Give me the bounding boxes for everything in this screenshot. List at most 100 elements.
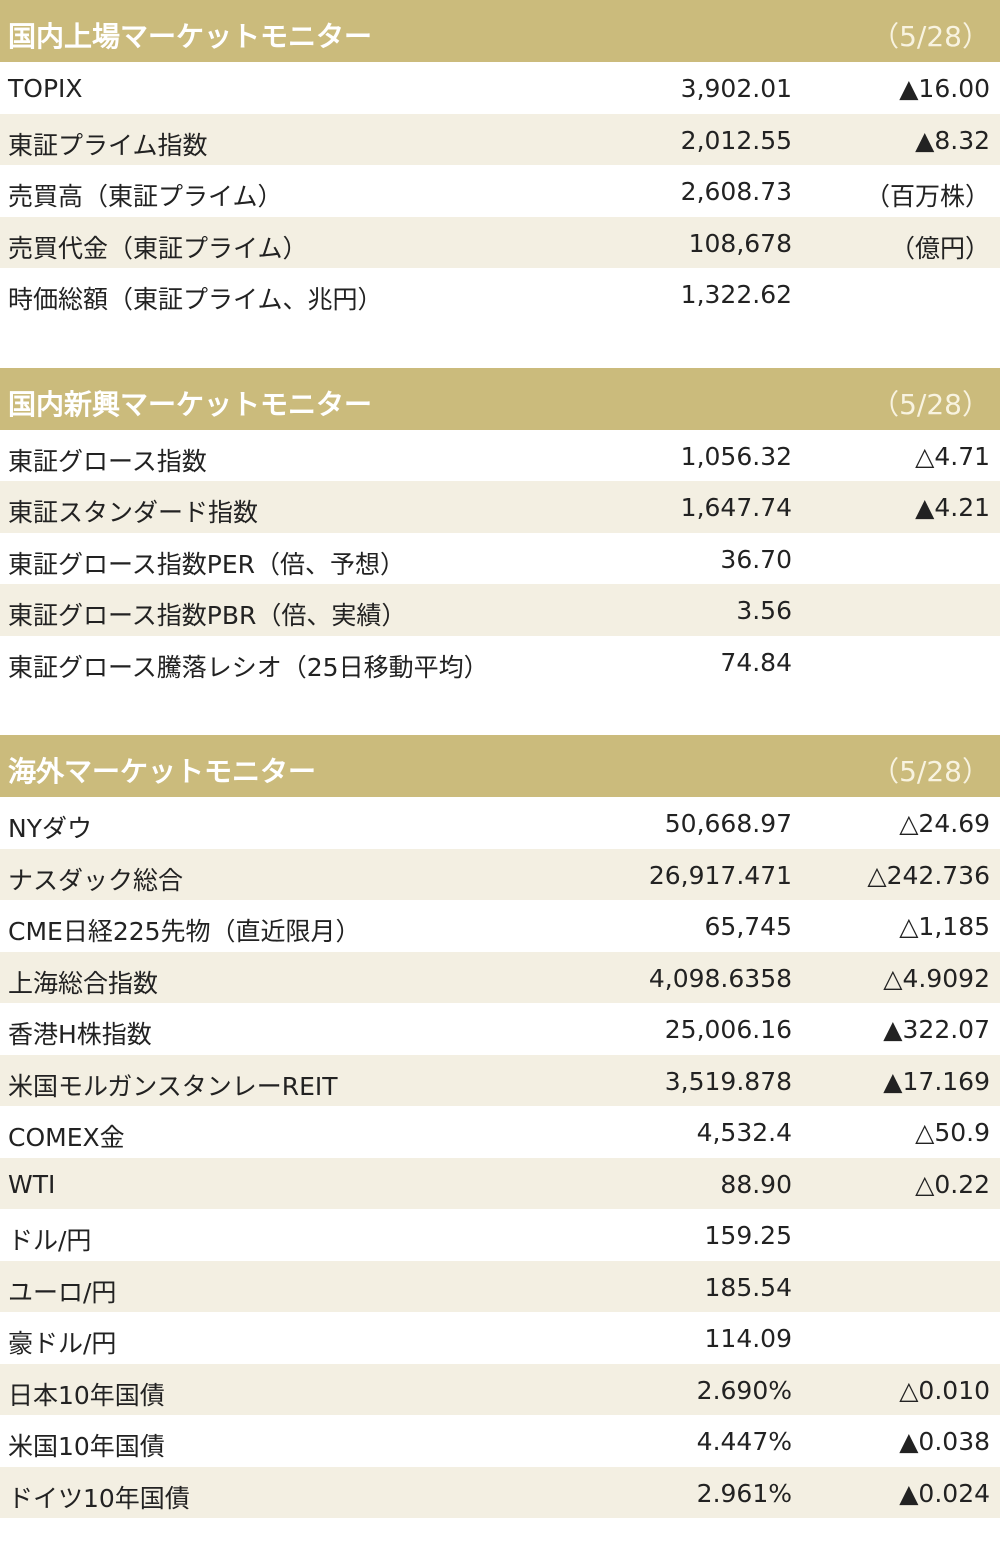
- table-row: 東証プライム指数 2,012.55 ▲8.32: [0, 113, 1000, 165]
- row-change: （百万株）: [864, 182, 990, 211]
- row-value: 2,012.55: [680, 125, 792, 155]
- row-value: 4,098.6358: [648, 963, 792, 993]
- row-label: CME日経225先物（直近限月）: [8, 917, 361, 946]
- table-row: COMEX金 4,532.4 △50.9: [0, 1106, 1000, 1158]
- row-value: 4.447%: [696, 1427, 792, 1456]
- row-value: 25,006.16: [664, 1015, 792, 1044]
- table-row: 香港H株指数 25,006.16 ▲322.07: [0, 1003, 1000, 1055]
- row-label: 売買代金（東証プライム）: [8, 233, 308, 263]
- table-row: 東証グロース指数PBR（倍、実績） 3.56: [0, 584, 1000, 636]
- table-row: 売買代金（東証プライム） 108,678 （億円）: [0, 216, 1000, 268]
- row-value: 108,678: [688, 228, 792, 258]
- table-row: TOPIX 3,902.01 ▲16.00: [0, 62, 1000, 114]
- row-change: △50.9: [915, 1118, 990, 1147]
- row-value: 4,532.4: [696, 1118, 792, 1147]
- row-value: 50,668.97: [664, 809, 792, 838]
- row-label: 東証グロース指数: [8, 446, 207, 476]
- row-value: 2.961%: [696, 1478, 792, 1508]
- table-row: ユーロ/円 185.54: [0, 1260, 1000, 1312]
- section-date: （5/28）: [871, 755, 990, 788]
- row-label: ユーロ/円: [8, 1277, 117, 1307]
- row-label: 上海総合指数: [8, 968, 159, 998]
- row-label: 東証グロース指数PBR（倍、実績）: [8, 601, 407, 630]
- section-date: （5/28）: [871, 20, 990, 53]
- section-date: （5/28）: [871, 387, 990, 421]
- row-value: 1,056.32: [680, 441, 792, 471]
- row-value: 3.56: [736, 596, 792, 625]
- section: 国内新興マーケットモニター （5/28） 東証グロース指数 1,056.32 △4.71…: [0, 367, 1000, 688]
- row-value: 1,647.74: [680, 493, 792, 522]
- table-row: WTI 88.90 △0.22: [0, 1157, 1000, 1209]
- section-header: 国内上場マーケットモニター （5/28）: [0, 0, 1000, 62]
- row-label: 米国モルガンスタンレーREIT: [8, 1071, 338, 1101]
- row-label: 日本10年国債: [8, 1380, 165, 1410]
- table-row: 売買高（東証プライム） 2,608.73 （百万株）: [0, 165, 1000, 217]
- row-value: 2,608.73: [680, 177, 792, 206]
- table-row: 豪ドル/円 114.09: [0, 1312, 1000, 1364]
- table-row: 米国10年国債 4.447% ▲0.038: [0, 1415, 1000, 1467]
- row-change: ▲0.024: [899, 1478, 990, 1508]
- row-change: ▲0.038: [899, 1427, 990, 1456]
- table-row: 東証グロース指数PER（倍、予想） 36.70: [0, 533, 1000, 585]
- table-row: ナスダック総合 26,917.471 △242.736: [0, 848, 1000, 900]
- section-title: 海外マーケットモニター: [8, 755, 317, 788]
- row-label: 東証スタンダード指数: [8, 498, 259, 527]
- row-change: △4.71: [915, 441, 990, 471]
- row-label: 時価総額（東証プライム、兆円）: [8, 285, 383, 314]
- row-value: 2.690%: [696, 1375, 792, 1405]
- section-title: 国内上場マーケットモニター: [8, 20, 373, 53]
- row-label: ナスダック総合: [8, 865, 184, 895]
- row-label: TOPIX: [8, 74, 83, 103]
- row-change: ▲322.07: [883, 1015, 990, 1044]
- row-label: 東証グロース騰落レシオ（25日移動平均）: [8, 652, 489, 682]
- row-value: 3,519.878: [664, 1066, 792, 1096]
- row-value: 159.25: [704, 1221, 792, 1250]
- section-header: 国内新興マーケットモニター （5/28）: [0, 367, 1000, 430]
- row-change: ▲17.169: [883, 1066, 990, 1096]
- row-change: △4.9092: [883, 963, 990, 993]
- row-change: △1,185: [899, 912, 990, 941]
- row-value: 1,322.62: [680, 280, 792, 309]
- row-value: 185.54: [704, 1272, 792, 1302]
- row-value: 88.90: [720, 1169, 792, 1199]
- row-change: （億円）: [889, 233, 990, 263]
- row-label: 香港H株指数: [8, 1020, 152, 1049]
- row-change: ▲8.32: [915, 125, 990, 155]
- row-change: △0.010: [899, 1375, 990, 1405]
- row-label: 売買高（東証プライム）: [8, 182, 283, 211]
- section-title: 国内新興マーケットモニター: [8, 387, 373, 421]
- table-row: 東証グロース騰落レシオ（25日移動平均） 74.84: [0, 636, 1000, 688]
- table-row: 東証スタンダード指数 1,647.74 ▲4.21: [0, 481, 1000, 533]
- section-header: 海外マーケットモニター （5/28）: [0, 735, 1000, 797]
- row-change: ▲4.21: [915, 493, 990, 522]
- row-label: WTI: [8, 1169, 56, 1199]
- table-row: ドイツ10年国債 2.961% ▲0.024: [0, 1466, 1000, 1518]
- table-row: 時価総額（東証プライム、兆円） 1,322.62: [0, 268, 1000, 320]
- row-label: 東証グロース指数PER（倍、予想）: [8, 549, 405, 579]
- row-label: ドイツ10年国債: [8, 1483, 190, 1513]
- row-label: ドル/円: [8, 1226, 92, 1255]
- row-label: 米国10年国債: [8, 1432, 165, 1461]
- row-value: 65,745: [704, 912, 792, 941]
- row-value: 114.09: [704, 1324, 792, 1353]
- row-value: 26,917.471: [648, 860, 792, 890]
- row-value: 36.70: [720, 544, 792, 574]
- row-change: △242.736: [867, 860, 990, 890]
- row-value: 3,902.01: [680, 74, 792, 103]
- table-row: 上海総合指数 4,098.6358 △4.9092: [0, 951, 1000, 1003]
- table-row: 米国モルガンスタンレーREIT 3,519.878 ▲17.169: [0, 1054, 1000, 1106]
- table-row: ドル/円 159.25: [0, 1209, 1000, 1261]
- table-row: 東証グロース指数 1,056.32 △4.71: [0, 430, 1000, 482]
- row-label: 豪ドル/円: [8, 1329, 117, 1358]
- row-label: COMEX金: [8, 1123, 125, 1152]
- section: 海外マーケットモニター （5/28） NYダウ 50,668.97 △24.69 ナスダッ…: [0, 735, 1000, 1518]
- row-value: 74.84: [720, 647, 792, 677]
- table-row: 日本10年国債 2.690% △0.010: [0, 1363, 1000, 1415]
- table-row: CME日経225先物（直近限月） 65,745 △1,185: [0, 900, 1000, 952]
- row-change: ▲16.00: [899, 74, 990, 103]
- section: 国内上場マーケットモニター （5/28） TOPIX 3,902.01 ▲16.00 東証…: [0, 0, 1000, 320]
- row-change: △0.22: [915, 1169, 990, 1199]
- row-label: 東証プライム指数: [8, 130, 208, 160]
- row-label: NYダウ: [8, 814, 92, 843]
